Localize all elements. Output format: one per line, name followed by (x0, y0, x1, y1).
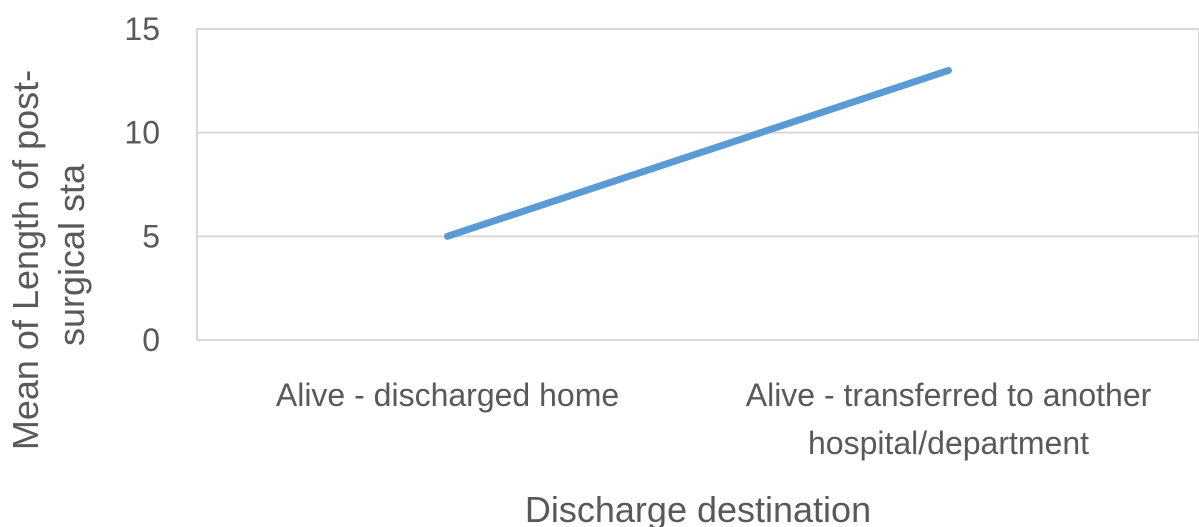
y-axis-title-line-1: Mean of Length of post- (5, 70, 46, 450)
y-axis-title: Mean of Length of post- surgical sta (5, 60, 92, 450)
x-category-label-line: Alive - transferred to another (746, 377, 1152, 413)
x-category-label: Alive - discharged home (276, 377, 619, 413)
y-tick-label: 15 (124, 11, 160, 47)
y-tick-label: 5 (142, 218, 160, 254)
y-tick-labels: 0 5 10 15 (124, 11, 160, 358)
plot-area-border (196, 28, 1199, 341)
x-category-labels: Alive - discharged home Alive - transferr… (276, 377, 1152, 461)
gridlines (197, 28, 1199, 341)
x-axis-title: Discharge destination (525, 489, 871, 527)
x-category-label-line: Alive - discharged home (276, 377, 619, 413)
series-lines (444, 66, 952, 240)
y-tick-label: 0 (142, 322, 160, 358)
x-category-label-line: hospital/department (808, 425, 1089, 461)
x-category-label: Alive - transferred to another hospital/d… (746, 377, 1152, 461)
y-tick-label: 10 (124, 115, 160, 151)
y-axis-title-line-2: surgical sta (51, 163, 92, 346)
series-line-0 (444, 66, 952, 240)
